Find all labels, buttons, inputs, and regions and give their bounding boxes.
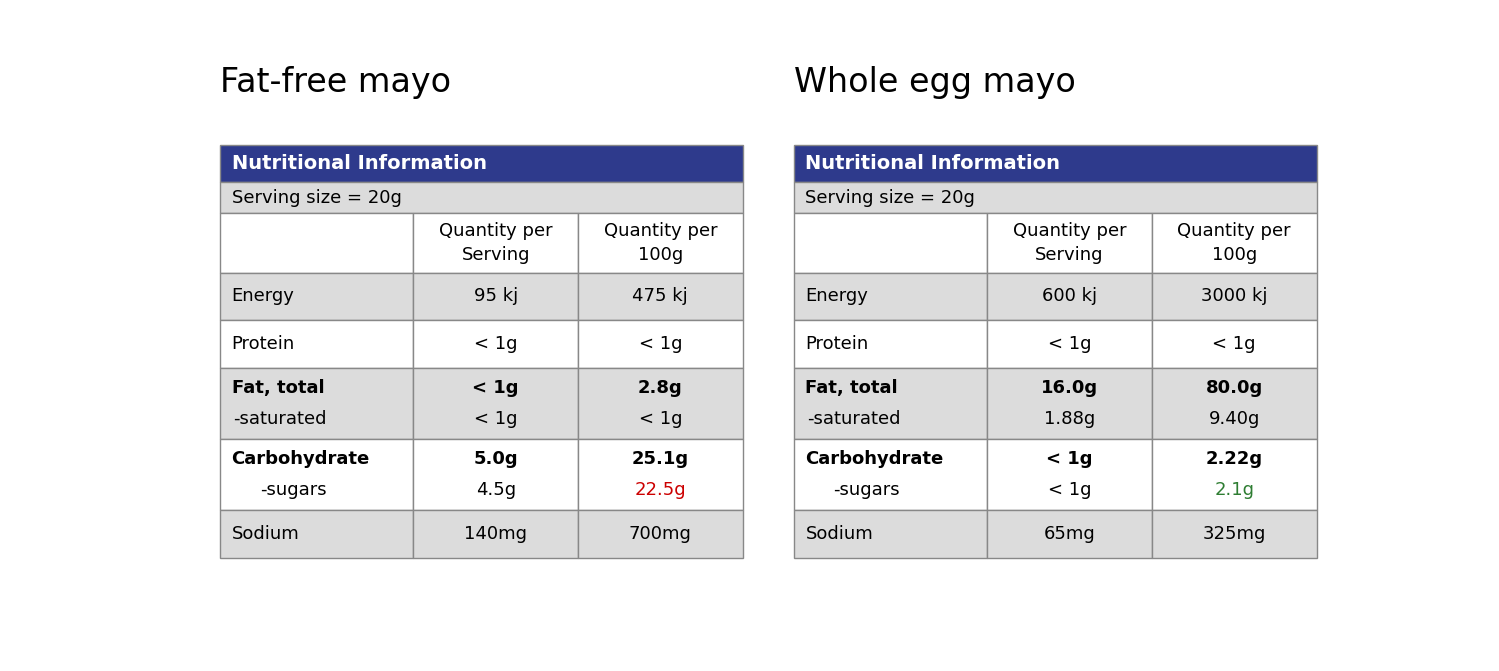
Text: Carbohydrate: Carbohydrate [805, 450, 944, 468]
Bar [414, 320, 579, 368]
Text: Nutritional Information: Nutritional Information [805, 154, 1060, 173]
Text: < 1g: < 1g [1048, 335, 1091, 353]
Text: Fat-free mayo: Fat-free mayo [220, 66, 451, 99]
Text: Sodium: Sodium [231, 525, 300, 543]
Text: Nutritional Information: Nutritional Information [231, 154, 487, 173]
Bar [414, 213, 579, 272]
Text: 4.5g: 4.5g [475, 481, 516, 499]
Bar [220, 183, 742, 213]
Bar [794, 511, 988, 558]
Bar [579, 368, 742, 439]
Text: 25.1g: 25.1g [631, 450, 690, 468]
Text: Serving size = 20g: Serving size = 20g [231, 189, 402, 207]
Text: -sugars: -sugars [833, 481, 901, 499]
Text: < 1g: < 1g [1046, 450, 1093, 468]
Bar [988, 439, 1151, 511]
Text: Quantity per
Serving: Quantity per Serving [439, 222, 553, 264]
Bar [414, 368, 579, 439]
Text: 2.22g: 2.22g [1205, 450, 1262, 468]
Text: Fat, total: Fat, total [231, 378, 324, 397]
Bar [988, 320, 1151, 368]
Bar [988, 368, 1151, 439]
Text: 3000 kj: 3000 kj [1201, 287, 1268, 305]
Bar [794, 183, 1316, 213]
Bar [220, 368, 414, 439]
Text: Fat, total: Fat, total [805, 378, 898, 397]
Text: 65mg: 65mg [1043, 525, 1096, 543]
Bar [1151, 320, 1316, 368]
Bar [988, 272, 1151, 320]
Text: Quantity per
100g: Quantity per 100g [1177, 222, 1291, 264]
Text: < 1g: < 1g [1048, 481, 1091, 499]
Text: Energy: Energy [231, 287, 294, 305]
Text: Quantity per
Serving: Quantity per Serving [1013, 222, 1126, 264]
Text: Protein: Protein [231, 335, 295, 353]
Bar [1151, 272, 1316, 320]
Text: 700mg: 700mg [630, 525, 691, 543]
Text: 325mg: 325mg [1202, 525, 1267, 543]
Text: 95 kj: 95 kj [474, 287, 517, 305]
Bar [1151, 439, 1316, 511]
Text: 22.5g: 22.5g [634, 481, 687, 499]
Text: -sugars: -sugars [259, 481, 327, 499]
Bar [220, 439, 414, 511]
Bar [794, 213, 988, 272]
Text: Whole egg mayo: Whole egg mayo [794, 66, 1076, 99]
Bar [220, 320, 414, 368]
Bar [220, 145, 742, 183]
Bar [579, 320, 742, 368]
Bar [794, 439, 988, 511]
Text: Protein: Protein [805, 335, 868, 353]
Text: -saturated: -saturated [806, 410, 901, 428]
Text: 1.88g: 1.88g [1043, 410, 1096, 428]
Text: 140mg: 140mg [465, 525, 528, 543]
Text: 5.0g: 5.0g [474, 450, 519, 468]
Bar [988, 213, 1151, 272]
Text: < 1g: < 1g [639, 335, 682, 353]
Text: Energy: Energy [805, 287, 868, 305]
Text: 475 kj: 475 kj [633, 287, 688, 305]
Text: 9.40g: 9.40g [1208, 410, 1261, 428]
Bar [1151, 511, 1316, 558]
Text: < 1g: < 1g [639, 410, 682, 428]
Text: Quantity per
100g: Quantity per 100g [604, 222, 717, 264]
Text: 80.0g: 80.0g [1205, 378, 1262, 397]
Text: 600 kj: 600 kj [1042, 287, 1097, 305]
Bar [220, 213, 414, 272]
Text: 2.8g: 2.8g [639, 378, 682, 397]
Text: < 1g: < 1g [472, 378, 519, 397]
Bar [794, 368, 988, 439]
Text: -saturated: -saturated [232, 410, 327, 428]
Bar [794, 145, 1316, 183]
Text: Sodium: Sodium [805, 525, 872, 543]
Text: 2.1g: 2.1g [1214, 481, 1255, 499]
Bar [220, 511, 414, 558]
Text: 16.0g: 16.0g [1040, 378, 1099, 397]
Text: < 1g: < 1g [474, 335, 517, 353]
Bar [794, 272, 988, 320]
Text: < 1g: < 1g [474, 410, 517, 428]
Bar [220, 272, 414, 320]
Bar [794, 320, 988, 368]
Bar [414, 272, 579, 320]
Bar [579, 213, 742, 272]
Text: < 1g: < 1g [1213, 335, 1256, 353]
Bar [579, 272, 742, 320]
Bar [414, 511, 579, 558]
Bar [1151, 213, 1316, 272]
Bar [1151, 368, 1316, 439]
Text: Carbohydrate: Carbohydrate [231, 450, 370, 468]
Bar [988, 511, 1151, 558]
Bar [579, 511, 742, 558]
Text: Serving size = 20g: Serving size = 20g [805, 189, 976, 207]
Bar [414, 439, 579, 511]
Bar [579, 439, 742, 511]
